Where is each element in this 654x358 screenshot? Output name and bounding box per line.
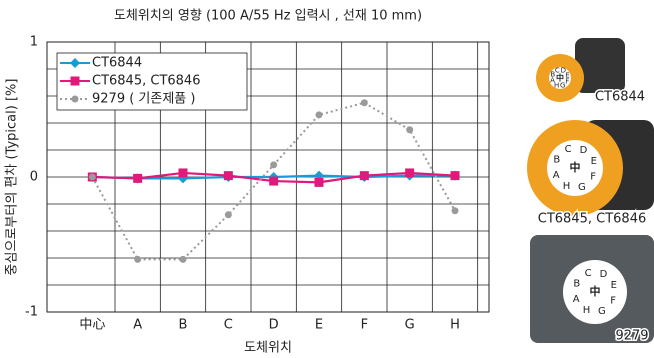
y-tick-label: 1 [30,35,38,50]
position-letter: D [580,145,588,156]
data-point [133,173,143,183]
position-letter: G [560,82,565,90]
data-point [315,111,323,119]
position-letter: B [573,279,580,290]
position-letter: C [565,144,572,155]
position-letter: G [598,306,606,317]
position-letter: F [610,295,616,306]
sensor-hole [549,67,571,89]
legend-label: CT6845, CT6846 [92,74,200,89]
position-letter: C [585,268,592,279]
x-tick-label: D [269,318,279,333]
data-point [134,255,142,263]
data-point [406,126,414,134]
position-letter: C [555,66,560,74]
data-point [269,176,279,186]
x-tick-label: B [179,318,188,333]
position-letter: E [565,71,569,79]
position-letter: H [583,305,591,316]
y-tick-label: 0 [30,170,38,185]
product-label: CT6844 [595,90,645,105]
x-tick-label: 中心 [79,318,105,333]
position-letter: D [600,269,608,280]
data-point [270,161,278,169]
data-point [223,171,233,181]
position-letter: A [550,77,555,85]
data-point [224,211,232,219]
position-letter: F [565,77,569,85]
y-tick-label: -1 [25,305,38,320]
legend-marker [71,95,79,103]
data-point [359,171,369,181]
sensor-hole [547,140,603,196]
x-tick-label: C [224,318,233,333]
position-letter: H [554,81,559,89]
x-tick-label: H [450,318,460,333]
data-point [405,168,415,178]
data-point [88,173,96,181]
position-letter: G [578,182,586,193]
x-tick-label: F [361,318,368,333]
legend-marker [70,76,80,86]
y-axis-label: 중심으로부터의 편차 (Typical) [%] [5,79,20,276]
position-center: 中 [570,160,581,174]
position-letter: F [590,171,596,182]
position-letter: H [563,181,571,192]
position-letter: D [561,67,566,75]
x-tick-label: A [133,318,142,333]
legend-label: 9279 ( 기존제품 ) [92,92,195,107]
data-point [314,177,324,187]
x-tick-label: G [405,318,415,333]
legend-label: CT6844 [92,56,142,71]
data-point [451,207,459,215]
data-point [360,99,368,107]
position-letter: E [611,280,617,291]
position-center: 中 [556,73,564,83]
sensor-body [575,38,625,93]
product-label: CT6845, CT6846 [538,212,646,227]
position-letter: E [591,156,597,167]
legend-marker [70,58,80,68]
product-label: 9279 [615,329,648,344]
x-axis-label: 도체위치 [244,341,292,356]
position-letter: B [553,155,560,166]
position-letter: B [550,71,555,79]
chart-title: 도체위치의 영향 (100 A/55 Hz 입력시 , 선재 10 mm) [114,9,422,24]
position-letter: A [573,294,580,305]
position-center: 中 [590,284,601,298]
position-letter: A [553,170,560,181]
data-point [178,168,188,178]
data-point [450,171,460,181]
product-images [527,38,654,343]
data-point [179,255,187,263]
x-tick-label: E [315,318,323,333]
sensor-hole [563,260,627,324]
